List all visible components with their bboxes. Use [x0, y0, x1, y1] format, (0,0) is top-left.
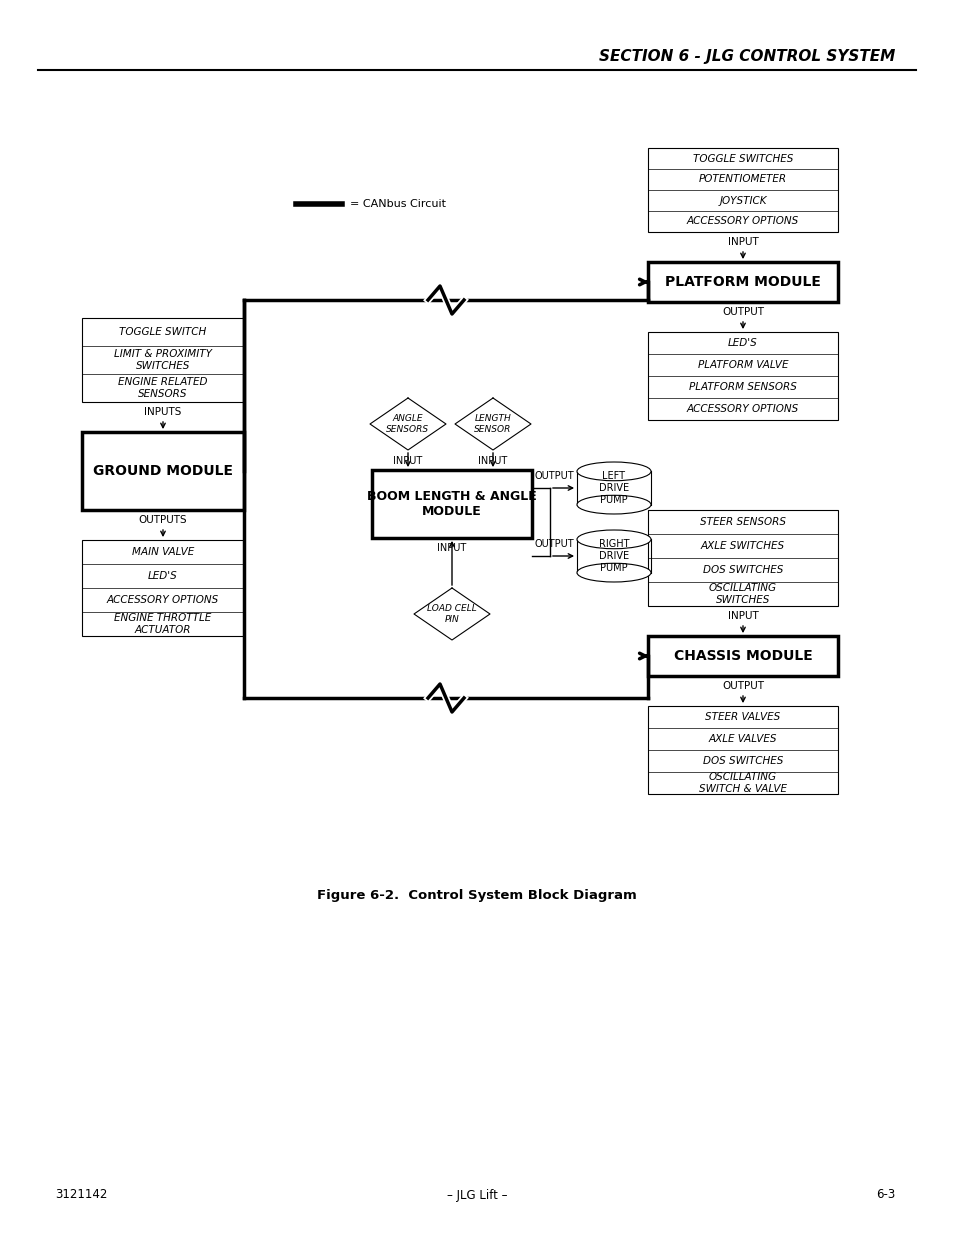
Text: INPUT: INPUT [727, 237, 758, 247]
Text: OSCILLATING
SWITCH & VALVE: OSCILLATING SWITCH & VALVE [699, 772, 786, 794]
Bar [647, 706, 837, 794]
Text: Figure 6-2.  Control System Block Diagram: Figure 6-2. Control System Block Diagram [316, 888, 637, 902]
Text: LIMIT & PROXIMITY
SWITCHES: LIMIT & PROXIMITY SWITCHES [113, 350, 212, 370]
Text: OUTPUT: OUTPUT [721, 308, 763, 317]
Text: CHASSIS MODULE: CHASSIS MODULE [673, 650, 812, 663]
Text: STEER SENSORS: STEER SENSORS [700, 517, 785, 527]
Text: GROUND MODULE: GROUND MODULE [92, 464, 233, 478]
Text: OUTPUT: OUTPUT [535, 471, 574, 480]
Ellipse shape [577, 495, 650, 514]
Text: RIGHT
DRIVE
PUMP: RIGHT DRIVE PUMP [598, 540, 629, 573]
Text: STEER VALVES: STEER VALVES [704, 713, 780, 722]
Bar [647, 148, 837, 232]
Text: LEFT
DRIVE
PUMP: LEFT DRIVE PUMP [598, 472, 628, 505]
Text: ACCESSORY OPTIONS: ACCESSORY OPTIONS [686, 404, 799, 414]
Text: LED'S: LED'S [727, 338, 757, 348]
Polygon shape [455, 398, 531, 450]
Text: ENGINE RELATED
SENSORS: ENGINE RELATED SENSORS [118, 377, 208, 399]
Ellipse shape [577, 563, 650, 582]
Text: POTENTIOMETER: POTENTIOMETER [699, 174, 786, 184]
Text: TOGGLE SWITCH: TOGGLE SWITCH [119, 327, 207, 337]
Bar [577, 472, 650, 505]
Text: 6-3: 6-3 [875, 1188, 894, 1202]
Bar [647, 332, 837, 420]
Text: INPUT: INPUT [477, 456, 507, 466]
Text: DOS SWITCHES: DOS SWITCHES [702, 756, 782, 766]
Bar [647, 510, 837, 606]
Text: – JLG Lift –: – JLG Lift – [446, 1188, 507, 1202]
Text: TOGGLE SWITCHES: TOGGLE SWITCHES [692, 153, 792, 163]
Bar [577, 540, 650, 573]
Text: DOS SWITCHES: DOS SWITCHES [702, 564, 782, 576]
Text: ANGLE
SENSORS: ANGLE SENSORS [386, 414, 429, 433]
Text: OSCILLATING
SWITCHES: OSCILLATING SWITCHES [708, 583, 776, 605]
Ellipse shape [577, 462, 650, 480]
Text: LENGTH
SENSOR: LENGTH SENSOR [474, 414, 511, 433]
Text: ACCESSORY OPTIONS: ACCESSORY OPTIONS [107, 595, 219, 605]
Text: ENGINE THROTTLE
ACTUATOR: ENGINE THROTTLE ACTUATOR [114, 614, 212, 635]
Text: JOYSTICK: JOYSTICK [719, 195, 766, 205]
Polygon shape [414, 588, 490, 640]
Text: 3121142: 3121142 [55, 1188, 108, 1202]
Bar [372, 471, 532, 538]
Text: LOAD CELL
PIN: LOAD CELL PIN [427, 604, 476, 624]
Text: OUTPUT: OUTPUT [535, 538, 574, 550]
Text: PLATFORM MODULE: PLATFORM MODULE [664, 275, 821, 289]
Text: LED'S: LED'S [148, 571, 177, 580]
Text: BOOM LENGTH & ANGLE
MODULE: BOOM LENGTH & ANGLE MODULE [367, 490, 537, 517]
Text: SECTION 6 - JLG CONTROL SYSTEM: SECTION 6 - JLG CONTROL SYSTEM [598, 49, 894, 64]
Text: MAIN VALVE: MAIN VALVE [132, 547, 193, 557]
Text: INPUT: INPUT [393, 456, 422, 466]
Ellipse shape [577, 530, 650, 548]
Bar [82, 317, 244, 403]
Text: INPUT: INPUT [727, 611, 758, 621]
Text: PLATFORM VALVE: PLATFORM VALVE [697, 359, 787, 370]
Text: ACCESSORY OPTIONS: ACCESSORY OPTIONS [686, 216, 799, 226]
Text: OUTPUTS: OUTPUTS [138, 515, 187, 525]
Bar [82, 540, 244, 636]
Polygon shape [370, 398, 446, 450]
Bar [82, 432, 244, 510]
Text: AXLE SWITCHES: AXLE SWITCHES [700, 541, 784, 551]
Bar [647, 636, 837, 676]
Text: PLATFORM SENSORS: PLATFORM SENSORS [688, 382, 796, 391]
Text: = CANbus Circuit: = CANbus Circuit [350, 199, 446, 209]
Text: AXLE VALVES: AXLE VALVES [708, 734, 777, 743]
Bar [647, 262, 837, 303]
Text: OUTPUT: OUTPUT [721, 680, 763, 692]
Text: INPUT: INPUT [436, 543, 466, 553]
Text: INPUTS: INPUTS [144, 408, 181, 417]
